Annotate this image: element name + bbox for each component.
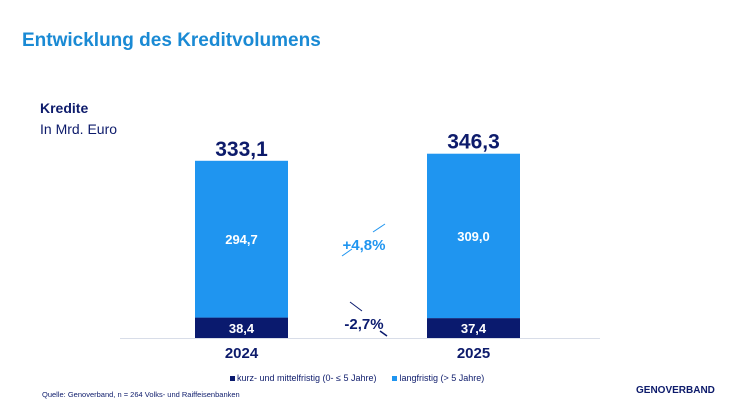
arrow-up — [341, 248, 353, 257]
arrow-down — [349, 301, 363, 312]
data-label: 37,4 — [461, 321, 487, 336]
data-label: 294,7 — [225, 232, 258, 247]
legend-item-short: kurz- und mittelfristig (0- ≤ 5 Jahre) — [230, 373, 376, 383]
arrow-down — [379, 330, 388, 337]
bar-segment — [427, 318, 520, 338]
category-label: 2024 — [225, 345, 259, 362]
total-label: 333,1 — [215, 138, 268, 161]
data-label: 309,0 — [457, 229, 490, 244]
data-label: 38,4 — [229, 321, 255, 336]
genoverband-logo: GENOVERBAND — [636, 385, 715, 396]
page-title: Entwicklung des Kreditvolumens — [22, 30, 321, 51]
bar-segment — [195, 317, 288, 338]
legend-label: kurz- und mittelfristig (0- ≤ 5 Jahre) — [237, 373, 377, 383]
arrow-up — [372, 223, 386, 233]
chart-unit: In Mrd. Euro — [40, 121, 118, 137]
legend: kurz- und mittelfristig (0- ≤ 5 Jahre) l… — [230, 373, 484, 383]
chart-subtitle: Kredite — [40, 100, 89, 116]
legend-label: langfristig (> 5 Jahre) — [399, 373, 485, 383]
growth-annotation: +4,8% — [343, 237, 386, 254]
source-note: Quelle: Genoverband, n = 264 Volks- und … — [42, 390, 240, 399]
category-label: 2025 — [457, 345, 490, 362]
legend-swatch — [230, 376, 235, 382]
legend-item-long: langfristig (> 5 Jahre) — [392, 373, 484, 383]
bar-segment — [427, 153, 520, 319]
decline-annotation: -2,7% — [344, 316, 383, 333]
legend-swatch — [392, 376, 398, 382]
bar-segment — [195, 160, 288, 318]
total-label: 346,3 — [447, 131, 500, 154]
